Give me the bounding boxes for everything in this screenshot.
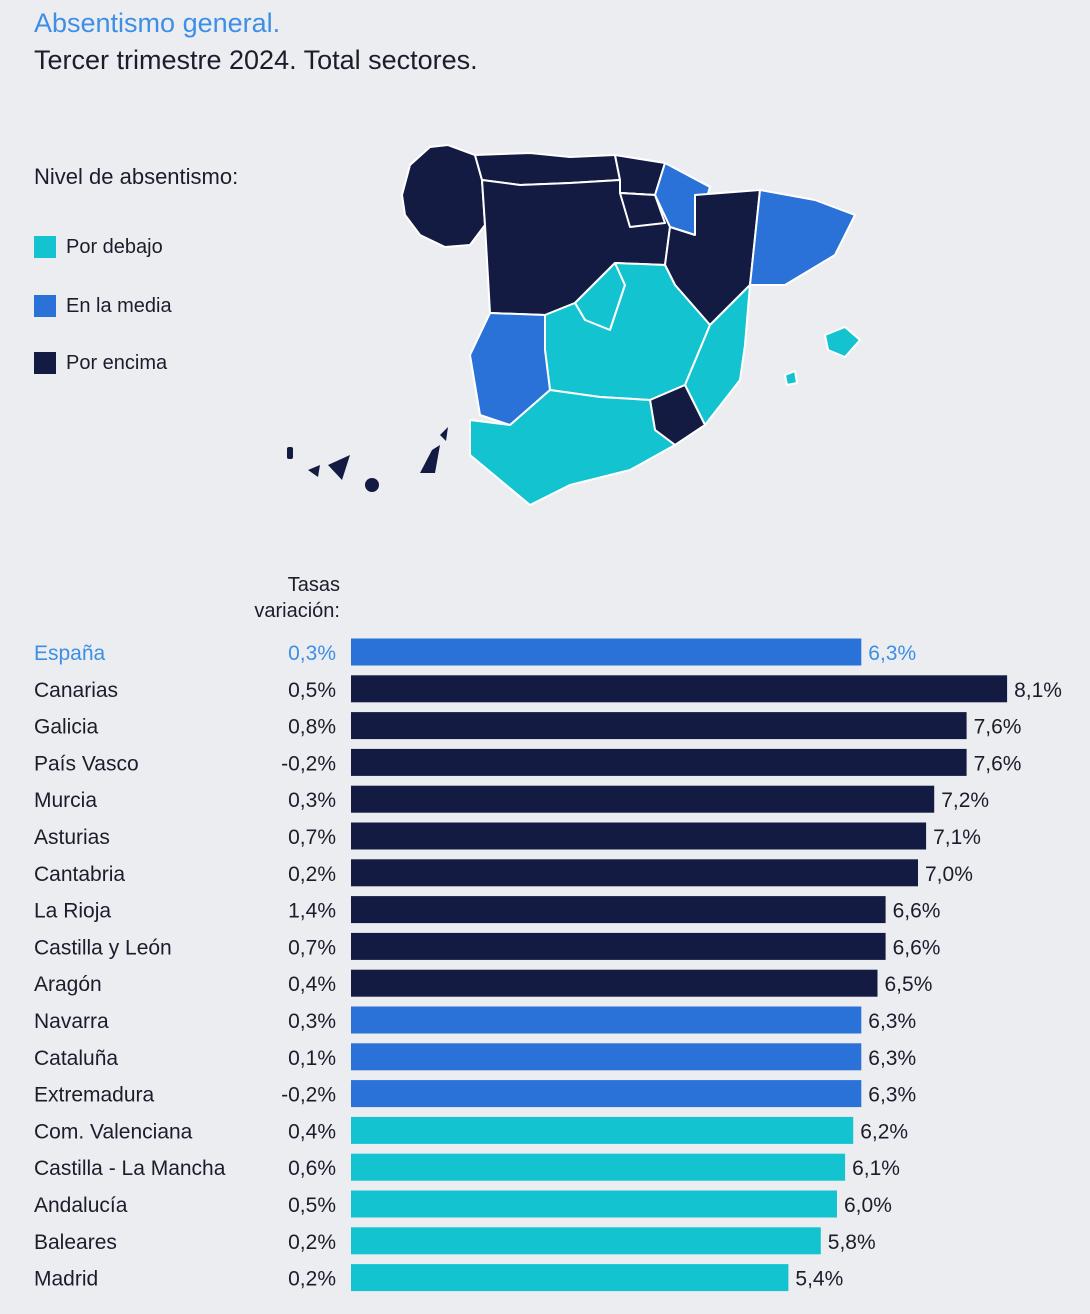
category-label-andalucia: Andalucía (34, 1194, 128, 1217)
category-label-aragon: Aragón (34, 973, 102, 996)
map-region-baleares (824, 326, 861, 358)
bar-murcia (351, 785, 935, 813)
variation-label-asturias: 0,7% (288, 826, 336, 849)
category-label-la-rioja: La Rioja (34, 900, 111, 923)
value-label-murcia: 7,2% (941, 789, 989, 812)
value-label-navarra: 6,3% (868, 1010, 916, 1033)
legend-swatch-por-encima (34, 352, 56, 374)
bar-madrid (351, 1264, 789, 1292)
legend-item-por-debajo: Por debajo (34, 235, 163, 259)
variation-label-andalucia: 0,5% (288, 1194, 336, 1217)
category-label-madrid: Madrid (34, 1268, 98, 1291)
value-label-castilla-y-leon: 6,6% (893, 936, 941, 959)
category-label-murcia: Murcia (34, 789, 97, 812)
map-region-la-rioja (619, 192, 666, 228)
variation-label-espana: 0,3% (288, 642, 336, 665)
value-label-andalucia: 6,0% (844, 1194, 892, 1217)
value-label-galicia: 7,6% (974, 716, 1022, 739)
bar-espana (351, 638, 862, 666)
value-label-pais-vasco: 7,6% (974, 752, 1022, 775)
category-label-com-valenciana: Com. Valenciana (34, 1120, 193, 1143)
spain-map (287, 144, 861, 506)
variation-label-aragon: 0,4% (288, 973, 336, 996)
category-label-cataluna: Cataluña (34, 1047, 118, 1070)
category-label-cantabria: Cantabria (34, 863, 125, 886)
chart-title: Absentismo general. (34, 8, 281, 38)
category-label-castilla-la-mancha: Castilla - La Mancha (34, 1157, 226, 1180)
category-label-castilla-y-leon: Castilla y León (34, 936, 172, 959)
variation-label-castilla-y-leon: 0,7% (288, 936, 336, 959)
value-label-asturias: 7,1% (933, 826, 981, 849)
category-label-canarias: Canarias (34, 679, 118, 702)
value-label-canarias: 8,1% (1014, 679, 1062, 702)
bar-galicia (351, 712, 967, 740)
legend-swatch-por-debajo (34, 236, 56, 258)
bar-cataluna (351, 1043, 862, 1071)
legend-title: Nivel de absentismo: (34, 164, 239, 189)
value-label-extremadura: 6,3% (868, 1084, 916, 1107)
value-label-madrid: 5,4% (795, 1268, 843, 1291)
value-label-castilla-la-mancha: 6,1% (852, 1157, 900, 1180)
map-region-andalucia (469, 389, 676, 506)
legend-label-por-debajo: Por debajo (66, 235, 163, 258)
variation-label-la-rioja: 1,4% (288, 900, 336, 923)
legend-label-en-la-media: En la media (66, 294, 172, 317)
bar-baleares (351, 1227, 821, 1255)
bar-com-valenciana (351, 1116, 854, 1144)
bar-cantabria (351, 859, 918, 887)
value-label-baleares: 5,8% (828, 1231, 876, 1254)
legend-item-en-la-media: En la media (34, 294, 172, 318)
category-label-baleares: Baleares (34, 1231, 117, 1254)
variation-label-galicia: 0,8% (288, 716, 336, 739)
variation-label-murcia: 0,3% (288, 789, 336, 812)
bar-la-rioja (351, 896, 886, 924)
legend-item-por-encima: Por encima (34, 351, 167, 375)
bar-aragon (351, 969, 878, 997)
variation-header-line-1: Tasas (287, 574, 340, 596)
variation-label-canarias: 0,5% (288, 679, 336, 702)
category-label-pais-vasco: País Vasco (34, 752, 139, 775)
value-label-com-valenciana: 6,2% (860, 1120, 908, 1143)
bar-extremadura (351, 1080, 862, 1108)
bar-navarra (351, 1006, 862, 1034)
chart-subtitle: Tercer trimestre 2024. Total sectores. (34, 45, 478, 75)
category-label-navarra: Navarra (34, 1010, 109, 1033)
variation-label-navarra: 0,3% (288, 1010, 336, 1033)
value-label-cataluna: 6,3% (868, 1047, 916, 1070)
bar-canarias (351, 675, 1008, 703)
category-label-extremadura: Extremadura (34, 1084, 155, 1107)
variation-header-line-2: variación: (254, 600, 340, 622)
legend-swatch-en-la-media (34, 295, 56, 317)
variation-header: Tasas variación: (220, 572, 340, 624)
value-label-espana: 6,3% (868, 642, 916, 665)
category-label-espana: España (34, 642, 106, 665)
variation-label-pais-vasco: -0,2% (281, 752, 336, 775)
variation-label-cantabria: 0,2% (288, 863, 336, 886)
bar-asturias (351, 822, 927, 850)
map-region-baleares-ibiza (784, 370, 798, 386)
bar-castilla-y-leon (351, 932, 886, 960)
variation-label-com-valenciana: 0,4% (288, 1120, 336, 1143)
value-label-aragon: 6,5% (885, 973, 933, 996)
map-region-canarias (287, 427, 448, 492)
variation-label-baleares: 0,2% (288, 1231, 336, 1254)
bar-castilla-la-mancha (351, 1153, 846, 1181)
variation-label-madrid: 0,2% (288, 1268, 336, 1291)
value-label-la-rioja: 6,6% (893, 900, 941, 923)
category-label-galicia: Galicia (34, 716, 99, 739)
variation-label-cataluna: 0,1% (288, 1047, 336, 1070)
category-label-asturias: Asturias (34, 826, 110, 849)
legend-label-por-encima: Por encima (66, 351, 168, 374)
bar-andalucia (351, 1190, 837, 1218)
variation-label-extremadura: -0,2% (281, 1084, 336, 1107)
value-label-cantabria: 7,0% (925, 863, 973, 886)
variation-label-castilla-la-mancha: 0,6% (288, 1157, 336, 1180)
bar-pais-vasco (351, 748, 967, 776)
